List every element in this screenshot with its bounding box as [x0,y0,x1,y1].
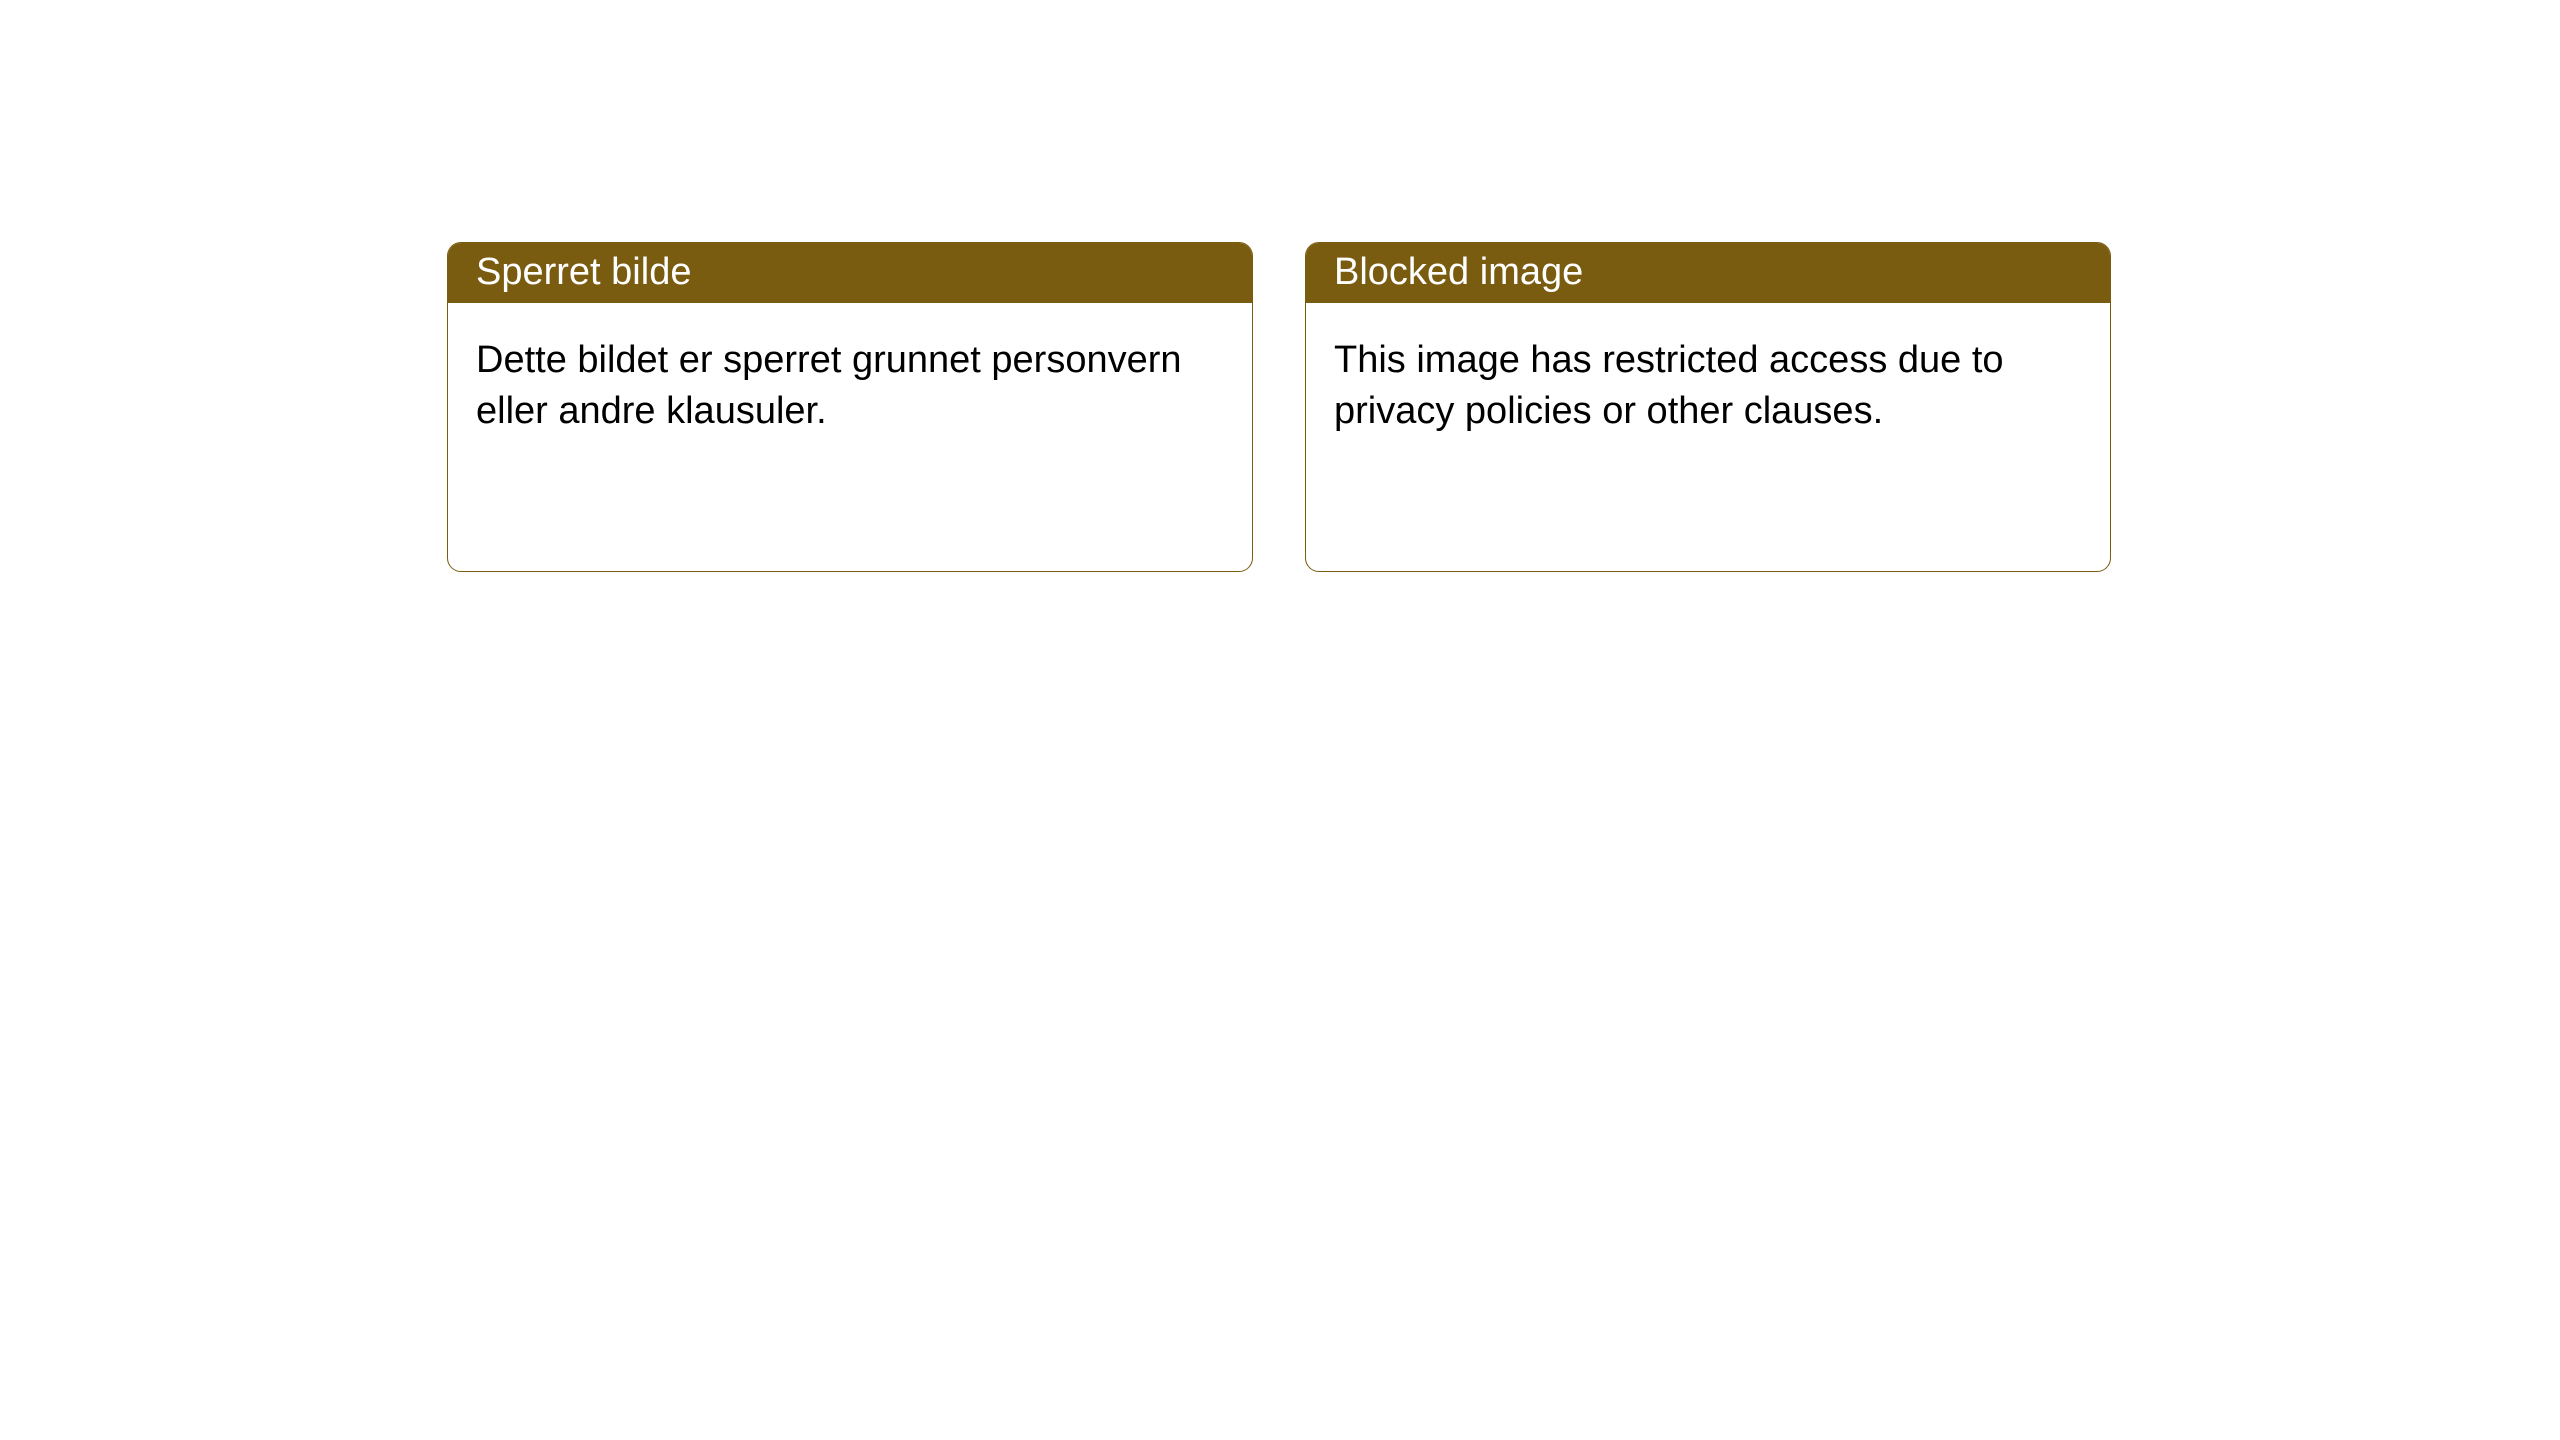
card-english: Blocked image This image has restricted … [1305,242,2111,572]
card-norwegian: Sperret bilde Dette bildet er sperret gr… [447,242,1253,572]
card-title-norwegian: Sperret bilde [476,250,691,296]
card-body-text-english: This image has restricted access due to … [1334,339,2004,432]
card-body-text-norwegian: Dette bildet er sperret grunnet personve… [476,339,1182,432]
card-title-english: Blocked image [1334,250,1583,296]
card-header-norwegian: Sperret bilde [448,243,1252,303]
card-body-norwegian: Dette bildet er sperret grunnet personve… [448,303,1252,468]
card-body-english: This image has restricted access due to … [1306,303,2110,468]
blocked-image-cards: Sperret bilde Dette bildet er sperret gr… [447,242,2111,572]
card-header-english: Blocked image [1306,243,2110,303]
